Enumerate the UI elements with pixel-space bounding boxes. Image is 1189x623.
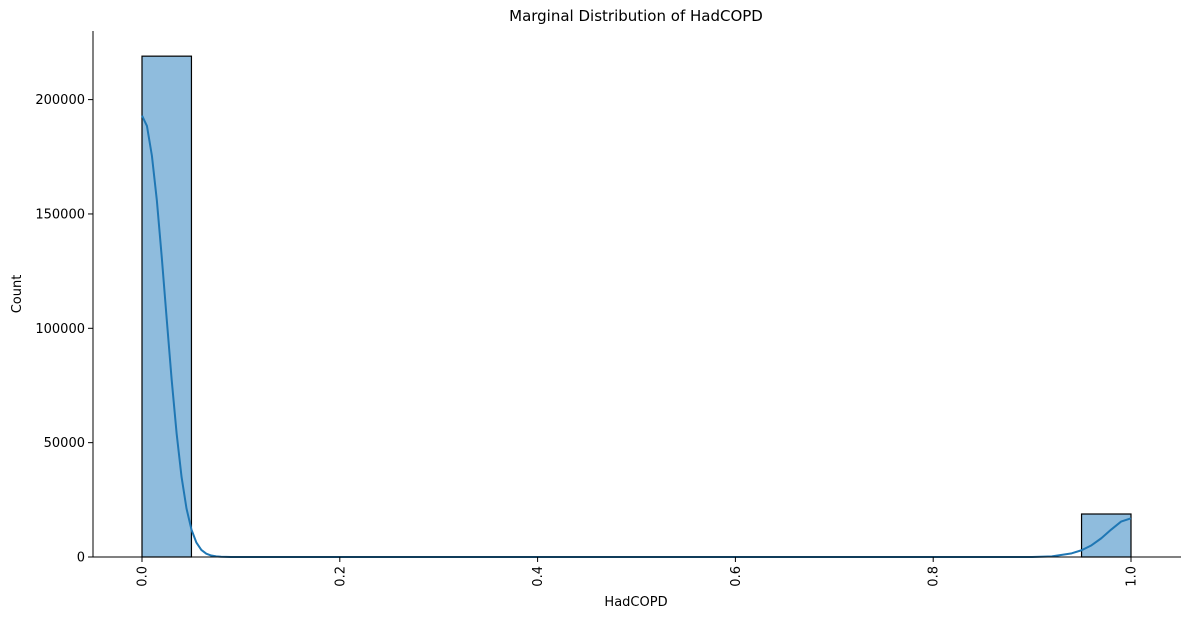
y-ticks: 0 50000 100000 150000 200000: [35, 93, 93, 566]
bars-layer: [141, 55, 1132, 558]
axes-layer: [92, 31, 1181, 558]
y-tick-label: 150000: [35, 207, 85, 222]
x-tick-label: 0.4: [531, 566, 546, 587]
chart-title: Marginal Distribution of HadCOPD: [509, 7, 763, 25]
y-tick-label: 50000: [44, 436, 85, 451]
x-tick-label: 0.6: [729, 566, 744, 587]
y-tick-label: 0: [77, 551, 85, 566]
x-tick-label: 0.2: [333, 566, 348, 587]
x-tick-label: 0.8: [927, 566, 942, 587]
x-axis-label: HadCOPD: [604, 595, 667, 610]
kde-layer: [141, 115, 1132, 558]
kde-line: [141, 115, 1132, 558]
x-ticks: 0.0 0.2 0.4 0.6 0.8 1.0: [136, 557, 1140, 587]
y-tick-label: 100000: [35, 322, 85, 337]
x-tick-label: 0.0: [136, 566, 151, 587]
x-tick-label: 1.0: [1125, 566, 1140, 587]
y-axis-label: Count: [10, 275, 25, 314]
histogram-bar-0: [141, 55, 193, 558]
y-tick-label: 200000: [35, 93, 85, 108]
